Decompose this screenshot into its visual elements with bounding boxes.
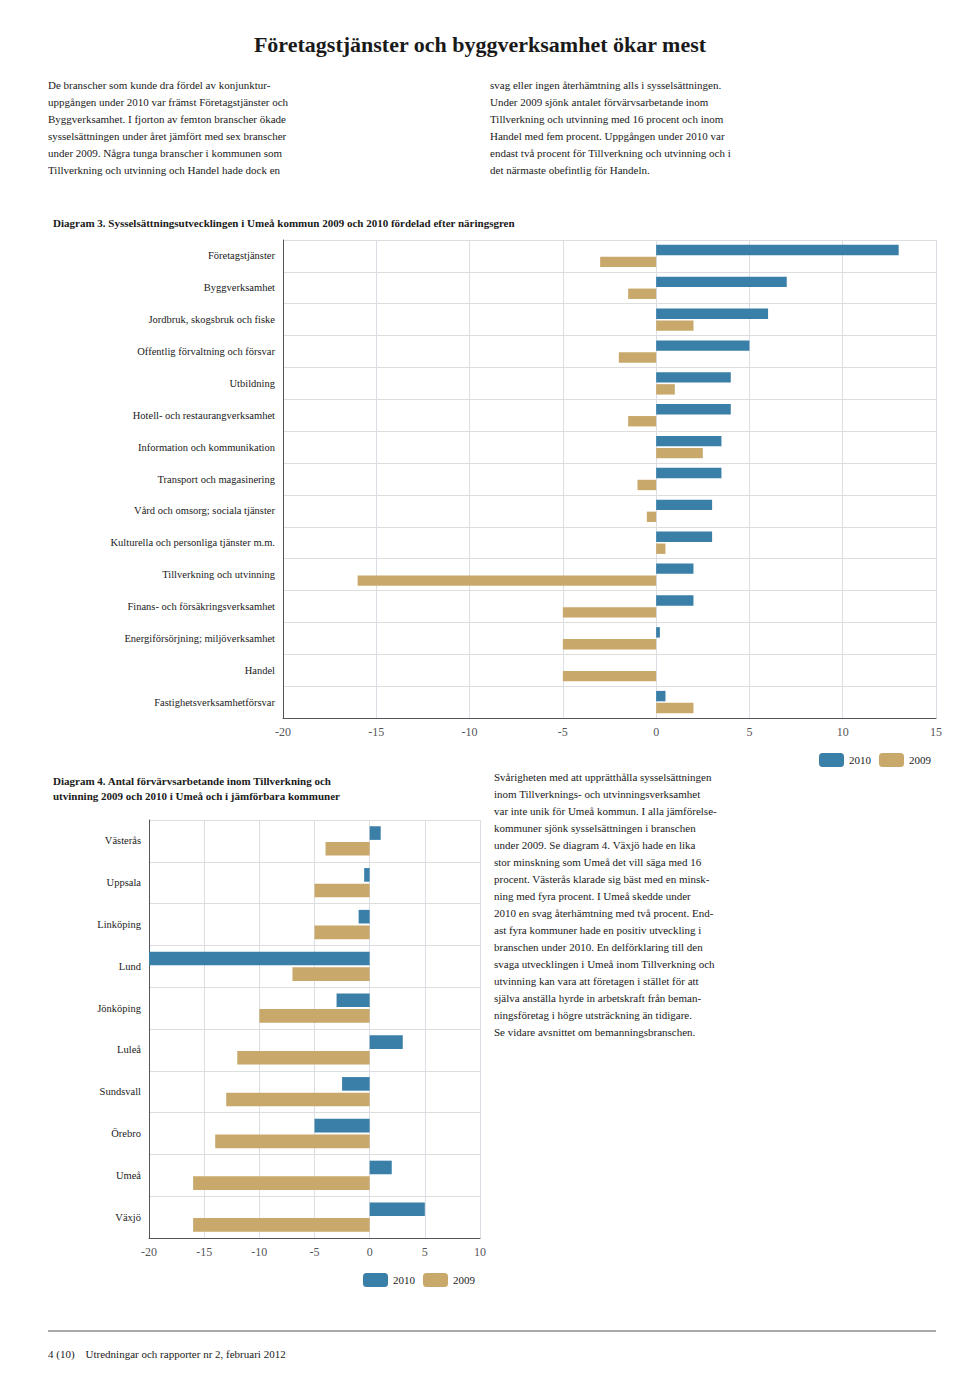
svg-text:Linköping: Linköping [97, 919, 141, 930]
svg-text:Företagstjänster: Företagstjänster [208, 250, 276, 261]
svg-text:Se vidare avsnittet om bemanni: Se vidare avsnittet om bemanningsbransch… [494, 1026, 696, 1038]
svg-text:5: 5 [422, 1245, 428, 1259]
svg-text:-10: -10 [462, 725, 478, 739]
svg-text:Västerås: Västerås [105, 835, 141, 846]
svg-text:-15: -15 [368, 725, 384, 739]
svg-text:-15: -15 [196, 1245, 212, 1259]
svg-text:Byggverksamhet. I fjorton av f: Byggverksamhet. I fjorton av femton bran… [48, 113, 286, 125]
svg-text:10: 10 [837, 725, 849, 739]
svg-text:ningsföretag i högre utsträckn: ningsföretag i högre utsträckning än tid… [494, 1009, 692, 1021]
svg-text:ast fyra kommuner hade en posi: ast fyra kommuner hade en positiv utveck… [494, 924, 701, 936]
svg-text:Sundsvall: Sundsvall [100, 1086, 142, 1097]
svg-text:-10: -10 [251, 1245, 267, 1259]
svg-text:Information och kommunikation: Information och kommunikation [138, 442, 276, 453]
svg-text:Diagram 4. Antal förvärvsarbet: Diagram 4. Antal förvärvsarbetande inom … [53, 775, 331, 787]
svg-text:Tillverkning och utvinning med: Tillverkning och utvinning med 16 procen… [490, 113, 724, 125]
svg-text:4 (10) Utredningar och rapp: 4 (10) Utredningar och rapporter nr 2, f… [48, 1348, 286, 1361]
svg-text:Vård och omsorg; sociala tjäns: Vård och omsorg; sociala tjänster [134, 505, 275, 516]
svg-text:2010: 2010 [393, 1274, 416, 1286]
svg-text:Hotell- och restaurangverksamh: Hotell- och restaurangverksamhet [133, 410, 275, 421]
svg-text:utvinning 2009 och 2010 i Umeå: utvinning 2009 och 2010 i Umeå och i jäm… [53, 790, 340, 802]
svg-text:5: 5 [746, 725, 752, 739]
svg-text:Jönköping: Jönköping [97, 1003, 142, 1014]
svg-text:Energiförsörjning; miljöverksa: Energiförsörjning; miljöverksamhet [124, 633, 275, 644]
svg-text:15: 15 [930, 725, 942, 739]
svg-text:var inte unik för Umeå kommun.: var inte unik för Umeå kommun. I alla jä… [494, 805, 717, 817]
svg-text:stor minskning som Umeå det vi: stor minskning som Umeå det vill säga me… [494, 856, 702, 868]
svg-text:10: 10 [474, 1245, 486, 1259]
svg-text:2010: 2010 [849, 754, 872, 766]
svg-text:ning med fyra procent. I Umeå: ning med fyra procent. I Umeå skedde und… [494, 890, 691, 902]
svg-text:2009: 2009 [909, 754, 932, 766]
svg-text:svag eller ingen återhämtning: svag eller ingen återhämtning alls i sys… [490, 79, 722, 91]
svg-text:Offentlig förvaltning och förs: Offentlig förvaltning och försvar [137, 346, 275, 357]
svg-text:Kulturella och personliga tjän: Kulturella och personliga tjänster m.m. [111, 537, 275, 548]
svg-text:Lund: Lund [119, 961, 142, 972]
svg-text:Under 2009 sjönk antalet förvä: Under 2009 sjönk antalet förvärvsarbetan… [490, 96, 709, 108]
svg-text:branschen under 2010. En delfö: branschen under 2010. En delförklaring t… [494, 941, 703, 953]
svg-text:Handel: Handel [245, 665, 275, 676]
svg-text:Jordbruk, skogsbruk och fiske: Jordbruk, skogsbruk och fiske [148, 314, 275, 325]
svg-text:det närmaste obefintlig för Ha: det närmaste obefintlig för Handeln. [490, 164, 650, 176]
svg-text:själva anställa hyrde in arbet: själva anställa hyrde in arbetskraft frå… [494, 992, 701, 1004]
svg-text:Tillverkning och utvinning: Tillverkning och utvinning [162, 569, 276, 580]
svg-text:under 2009. Se diagram 4. Växj: under 2009. Se diagram 4. Växjö hade en … [494, 839, 696, 851]
svg-text:Svårigheten med att upprätthål: Svårigheten med att upprätthålla syssels… [494, 771, 712, 783]
svg-text:endast två procent för Tillver: endast två procent för Tillverkning och … [490, 147, 731, 159]
svg-text:2010 en svag återhämtning med: 2010 en svag återhämtning med två procen… [494, 907, 714, 919]
svg-text:under 2009. Några tunga bransc: under 2009. Några tunga branscher i komm… [48, 147, 282, 159]
svg-text:Luleå: Luleå [117, 1044, 141, 1055]
svg-text:Finans- och försäkringsverksam: Finans- och försäkringsverksamhet [127, 601, 275, 612]
svg-text:Fastighetsverksamhetförsvar: Fastighetsverksamhetförsvar [154, 697, 275, 708]
svg-text:Tillverkning och utvinning och: Tillverkning och utvinning och Handel ha… [48, 164, 281, 176]
svg-text:2009: 2009 [453, 1274, 476, 1286]
svg-text:Umeå: Umeå [116, 1170, 141, 1181]
svg-text:Företagstjänster och byggverks: Företagstjänster och byggverksamhet ökar… [254, 32, 707, 57]
svg-text:Transport och magasinering: Transport och magasinering [158, 474, 276, 485]
svg-text:Handel med fem procent. Uppgån: Handel med fem procent. Uppgången under … [490, 130, 725, 142]
svg-text:uppgången under 2010 var främs: uppgången under 2010 var främst Företags… [48, 96, 289, 108]
svg-text:sysselsättningen under året jä: sysselsättningen under året jämfört med … [48, 130, 287, 142]
svg-text:-5: -5 [310, 1245, 320, 1259]
svg-text:-20: -20 [141, 1245, 157, 1259]
svg-text:0: 0 [653, 725, 659, 739]
svg-text:0: 0 [367, 1245, 373, 1259]
svg-text:Växjö: Växjö [115, 1212, 141, 1223]
svg-text:-5: -5 [558, 725, 568, 739]
svg-text:utvinning kan vara att företag: utvinning kan vara att företagen i ställ… [494, 975, 699, 987]
svg-text:inom Tillverknings- och utvinn: inom Tillverknings- och utvinningsverksa… [494, 788, 700, 800]
svg-text:Örebro: Örebro [111, 1128, 141, 1139]
svg-text:kommuner sjönk sysselsättninge: kommuner sjönk sysselsättningen i bransc… [494, 822, 696, 834]
svg-text:Diagram 3. Sysselsättningsutve: Diagram 3. Sysselsättningsutvecklingen i… [53, 217, 515, 229]
svg-text:Byggverksamhet: Byggverksamhet [204, 282, 275, 293]
svg-text:svaga utvecklingen i Umeå inom: svaga utvecklingen i Umeå inom Tillverkn… [494, 958, 715, 970]
svg-text:Uppsala: Uppsala [107, 877, 142, 888]
svg-text:-20: -20 [275, 725, 291, 739]
svg-text:De branscher som kunde dra för: De branscher som kunde dra fördel av kon… [48, 79, 271, 91]
svg-text:procent. Västerås klarade sig: procent. Västerås klarade sig bäst med e… [494, 873, 710, 885]
svg-text:Utbildning: Utbildning [229, 378, 275, 389]
